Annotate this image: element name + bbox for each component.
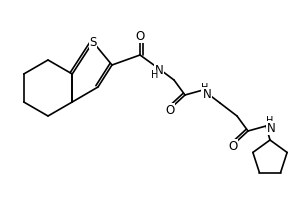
Text: H: H [201, 83, 209, 93]
Text: N: N [202, 88, 211, 100]
Text: O: O [228, 140, 238, 152]
Text: H: H [151, 70, 159, 80]
Text: N: N [154, 64, 164, 76]
Text: S: S [89, 36, 97, 48]
Text: H: H [266, 116, 274, 126]
Text: O: O [165, 104, 175, 116]
Text: O: O [135, 29, 145, 43]
Text: N: N [267, 121, 275, 134]
